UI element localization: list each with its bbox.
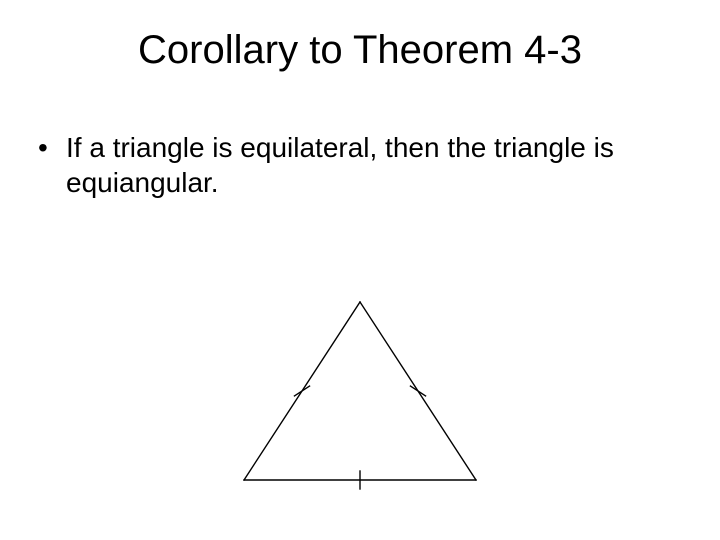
slide: Corollary to Theorem 4-3 • If a triangle… [0, 0, 720, 540]
triangle-svg [210, 290, 510, 510]
body-text: • If a triangle is equilateral, then the… [38, 130, 670, 200]
slide-title: Corollary to Theorem 4-3 [0, 28, 720, 73]
bullet-text: If a triangle is equilateral, then the t… [66, 130, 670, 200]
bullet-item: • If a triangle is equilateral, then the… [38, 130, 670, 200]
triangle-figure [210, 290, 510, 510]
bullet-marker: • [38, 130, 66, 165]
